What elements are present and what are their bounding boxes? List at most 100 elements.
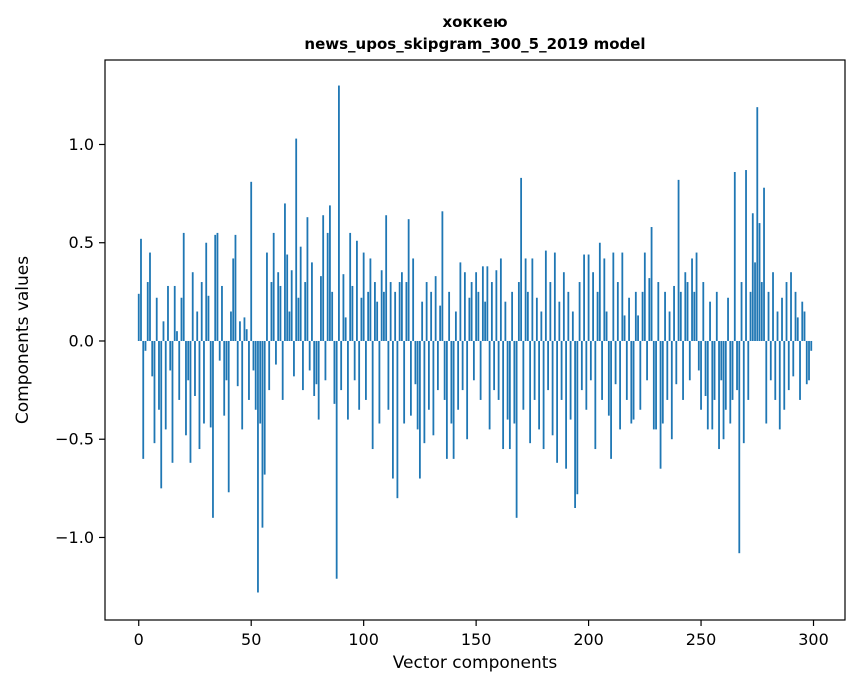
- bar: [549, 282, 552, 341]
- bar: [329, 205, 331, 341]
- bar: [715, 291, 718, 341]
- bar: [317, 340, 320, 420]
- bar: [418, 340, 421, 479]
- bar: [396, 340, 399, 499]
- bar: [326, 232, 329, 341]
- bar: [603, 258, 606, 341]
- bar: [398, 282, 401, 341]
- bar: [353, 340, 356, 381]
- bar: [776, 311, 779, 341]
- x-tick-label: 0: [134, 630, 144, 649]
- bar: [248, 340, 250, 400]
- bar: [605, 311, 608, 341]
- bar: [616, 282, 619, 341]
- bar: [389, 282, 392, 341]
- bar: [760, 282, 763, 341]
- bar: [709, 301, 711, 341]
- bar: [691, 258, 693, 341]
- bar: [659, 340, 662, 469]
- bar: [499, 258, 502, 341]
- y-tick-label: −1.0: [55, 528, 94, 547]
- y-axis-label: Components values: [13, 256, 33, 424]
- bar: [488, 340, 491, 430]
- bar: [290, 270, 293, 341]
- bar: [697, 340, 700, 371]
- bar: [792, 340, 795, 377]
- x-tick-label: 250: [686, 630, 717, 649]
- bar: [767, 291, 770, 341]
- bar: [427, 340, 430, 410]
- bar: [331, 291, 334, 341]
- bar: [621, 252, 624, 341]
- bar: [576, 340, 579, 495]
- bar: [497, 340, 500, 400]
- bar: [637, 315, 639, 341]
- bar: [162, 321, 165, 341]
- bar: [542, 340, 545, 450]
- bar: [279, 285, 282, 341]
- bar: [324, 340, 327, 381]
- bar: [403, 340, 406, 424]
- bar: [506, 340, 509, 420]
- bar: [200, 282, 203, 341]
- bar: [630, 340, 633, 424]
- bar: [657, 282, 660, 341]
- bar: [553, 252, 556, 341]
- bar: [783, 340, 786, 410]
- plot-area-border: [104, 59, 846, 621]
- bar: [596, 291, 599, 341]
- bar: [198, 340, 201, 450]
- bar: [347, 340, 349, 420]
- bar: [365, 340, 367, 400]
- bar: [385, 215, 388, 341]
- x-tick-label: 200: [573, 630, 604, 649]
- bar: [628, 297, 630, 341]
- bar: [731, 340, 734, 400]
- bar: [675, 340, 678, 385]
- x-tick-label: 300: [798, 630, 829, 649]
- bar: [167, 285, 169, 341]
- bar: [250, 181, 253, 341]
- bar: [479, 340, 482, 400]
- bar: [466, 340, 469, 440]
- bar: [425, 282, 428, 341]
- bar: [304, 282, 307, 341]
- bar: [243, 317, 246, 341]
- bar: [342, 274, 345, 341]
- bar: [729, 340, 732, 424]
- bar: [632, 340, 635, 420]
- bar: [410, 340, 412, 416]
- bar: [182, 232, 185, 341]
- bar: [751, 213, 754, 341]
- bar: [288, 311, 291, 341]
- x-tick-label: 150: [461, 630, 492, 649]
- x-axis-label: Vector components: [393, 653, 558, 673]
- bar: [722, 340, 725, 440]
- bar: [772, 272, 774, 341]
- bar: [794, 291, 797, 341]
- bar: [704, 340, 707, 396]
- bar: [686, 282, 689, 341]
- bar: [266, 252, 268, 341]
- bar: [666, 340, 669, 400]
- bar: [164, 340, 167, 430]
- bar: [490, 282, 493, 341]
- bar: [805, 340, 808, 385]
- bar: [308, 340, 311, 371]
- bar: [401, 272, 403, 341]
- bar: [254, 340, 257, 410]
- bar: [302, 340, 304, 391]
- bar: [441, 211, 444, 341]
- bar: [187, 340, 190, 381]
- bar: [648, 278, 651, 341]
- bar: [641, 291, 644, 341]
- bar: [176, 331, 178, 341]
- bar: [749, 291, 752, 341]
- bar: [713, 340, 716, 400]
- bar: [763, 187, 765, 341]
- bar: [383, 291, 385, 341]
- bar: [454, 311, 457, 341]
- bar: [142, 340, 145, 459]
- bar-series: [137, 85, 813, 593]
